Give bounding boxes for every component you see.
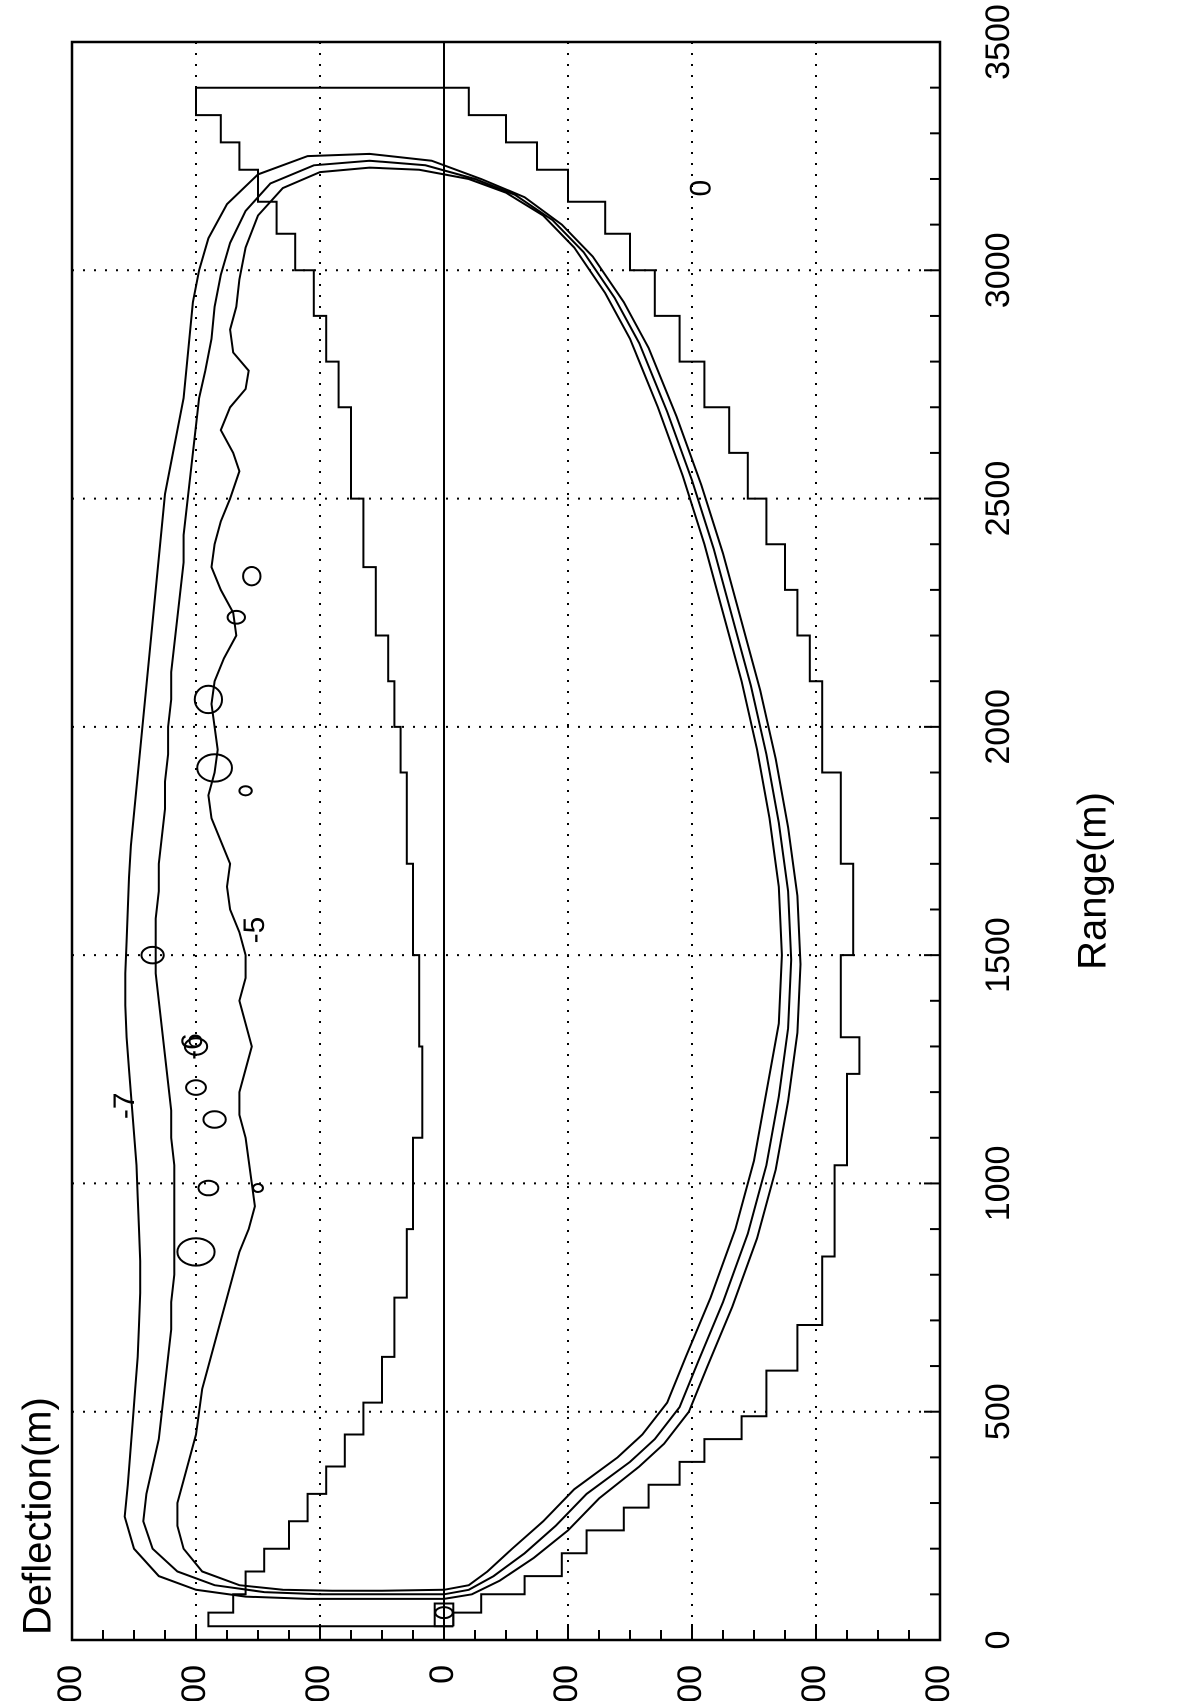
contour-line-level0 xyxy=(195,86,861,1628)
range-tick-label-1000: 1000 xyxy=(979,1146,1017,1222)
closed-contour-5 xyxy=(185,1079,207,1096)
tick-marks xyxy=(71,41,941,1641)
closed-contour-1 xyxy=(176,1237,216,1267)
closed-contour-11 xyxy=(242,566,262,587)
contour-label-3: -7 xyxy=(108,1092,141,1119)
contour-line-levelneg5 xyxy=(176,166,783,1592)
contour-line-levelneg7 xyxy=(123,152,802,1600)
range-tick-label-3500: 3500 xyxy=(979,4,1017,80)
gridlines xyxy=(72,42,940,1640)
range-tick-label-2000: 2000 xyxy=(979,689,1017,765)
deflection-tick-label-600: 600 xyxy=(51,1665,89,1701)
range-tick-label-500: 500 xyxy=(979,1383,1017,1440)
range-tick-label-1500: 1500 xyxy=(979,917,1017,993)
contour-lines xyxy=(123,86,861,1628)
plot-frame xyxy=(70,40,942,1642)
closed-contour-6 xyxy=(183,1037,209,1056)
deflection-tick-label--600: -600 xyxy=(795,1665,833,1701)
closed-contour-9 xyxy=(238,785,253,797)
contour-labels: 0 -5 -6 -7 xyxy=(108,180,718,1119)
closed-contour-3 xyxy=(252,1182,264,1193)
deflection-tick-label-200: 200 xyxy=(299,1665,337,1701)
contour-line-levelneg6 xyxy=(142,159,793,1596)
closed-contour-2 xyxy=(197,1179,220,1197)
y-axis-title: Deflection(m) xyxy=(16,1397,60,1635)
deflection-tick-label--200: -200 xyxy=(547,1665,585,1701)
closed-contour-8 xyxy=(196,753,233,783)
range-tick-label-2500: 2500 xyxy=(979,461,1017,537)
closed-contour-4 xyxy=(202,1110,227,1129)
deflection-tick-label-0: 0 xyxy=(423,1665,461,1684)
deflection-tick-label--800: -800 xyxy=(919,1665,957,1701)
contour-label-1: -5 xyxy=(238,917,271,944)
x-axis-title: Range(m) xyxy=(1071,792,1115,970)
range-tick-label-0: 0 xyxy=(979,1631,1017,1650)
deflection-tick-label--400: -400 xyxy=(671,1665,709,1701)
contour-label-0: 0 xyxy=(685,180,718,197)
range-tick-label-3000: 3000 xyxy=(979,232,1017,308)
closed-contour-12 xyxy=(226,609,246,625)
closed-contour-10 xyxy=(193,684,224,715)
deflection-tick-label-400: 400 xyxy=(175,1665,213,1701)
closed-contour-7 xyxy=(140,945,165,965)
contour-label-2: -6 xyxy=(176,1033,209,1060)
